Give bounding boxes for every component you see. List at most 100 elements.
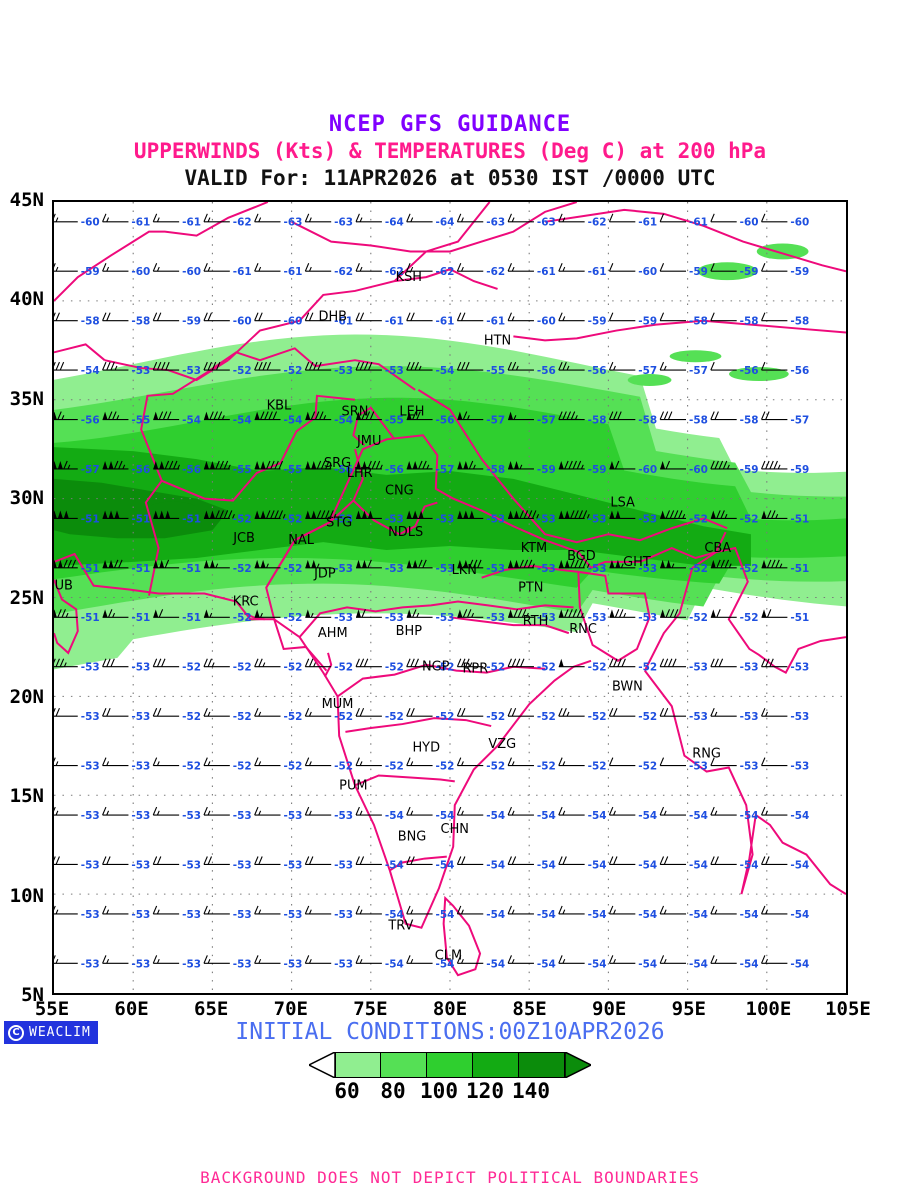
temperature-value: -52 xyxy=(689,612,708,624)
wind-barb: -60 xyxy=(507,312,556,328)
temperature-value: -53 xyxy=(740,761,759,773)
wind-barb: -51 xyxy=(761,609,809,624)
colorbar-tick-140: 140 xyxy=(512,1079,550,1103)
colorbar-tick-80: 80 xyxy=(380,1079,406,1103)
wind-barb: -52 xyxy=(203,757,252,773)
wind-barb: -59 xyxy=(710,263,759,278)
wind-barb: -54 xyxy=(558,905,606,921)
temperature-value: -54 xyxy=(689,810,708,822)
station-label-GHT: GHT xyxy=(623,555,651,570)
coast-khambhat xyxy=(323,652,333,678)
wind-barb: -53 xyxy=(54,658,100,674)
temperature-value: -60 xyxy=(638,266,657,278)
weather-map[interactable]: -60 -61 -61 -62 -63 -63 -64 -64 -63 -63 -62 -61 -61 -… xyxy=(52,200,848,995)
temperature-value: -64 xyxy=(385,217,404,229)
temperature-value: -52 xyxy=(182,711,201,723)
station-label-CLM: CLM xyxy=(435,948,462,963)
colorbar-tick-100: 100 xyxy=(420,1079,458,1103)
border-myanmar-north xyxy=(643,546,846,674)
temperature-value: -60 xyxy=(81,217,100,229)
station-label-LSA: LSA xyxy=(610,496,635,511)
temperature-value: -54 xyxy=(689,958,708,970)
wind-barb: -54 xyxy=(456,955,505,970)
temperature-value: -54 xyxy=(638,810,657,822)
wind-barb: -60 xyxy=(254,312,302,328)
wind-barb: -52 xyxy=(254,559,302,575)
station-label-BWN: BWN xyxy=(612,679,643,694)
wind-barb: -61 xyxy=(355,312,404,328)
weaclim-logo-text: WEACLIM xyxy=(29,1025,91,1040)
temperature-value: -52 xyxy=(436,761,455,773)
temperature-value: -52 xyxy=(588,662,607,674)
wind-barb: -54 xyxy=(456,856,505,871)
temperature-value: -54 xyxy=(740,810,759,822)
wind-barb: -53 xyxy=(457,609,505,624)
temperature-value: -53 xyxy=(790,662,809,674)
temperature-value: -53 xyxy=(182,859,201,871)
wind-barb: -56 xyxy=(710,361,759,377)
temperature-value: -54 xyxy=(537,810,556,822)
wind-barb: -53 xyxy=(304,806,353,822)
wind-barb: -54 xyxy=(507,905,556,921)
temperature-value: -52 xyxy=(588,711,607,723)
wind-barb: -63 xyxy=(254,213,302,229)
temperature-value: -53 xyxy=(131,662,150,674)
weaclim-logo[interactable]: C WEACLIM xyxy=(4,1021,98,1044)
wind-barb: -52 xyxy=(456,707,505,723)
temperature-value: -53 xyxy=(740,711,759,723)
wind-barb: -53 xyxy=(659,707,708,723)
temperature-value: -59 xyxy=(588,464,607,476)
wind-barb: -52 xyxy=(660,609,708,624)
temperature-value: -61 xyxy=(689,217,708,229)
wind-barb: -53 xyxy=(609,609,657,624)
station-label-NAL: NAL xyxy=(288,533,315,548)
temperature-value: -52 xyxy=(182,662,201,674)
station-label-RPR: RPR xyxy=(462,662,488,677)
wind-barb: -52 xyxy=(608,707,657,723)
wind-barb: -61 xyxy=(456,312,505,328)
wind-barb: -54 xyxy=(761,905,809,921)
wind-barb: -52 xyxy=(254,361,302,377)
temperature-value: -53 xyxy=(81,859,100,871)
wind-barb: -54 xyxy=(153,411,201,427)
temperature-value: -53 xyxy=(436,612,455,624)
temperature-value: -54 xyxy=(790,810,809,822)
station-label-LEH: LEH xyxy=(399,405,424,420)
border-state-central xyxy=(336,663,546,698)
temperature-value: -55 xyxy=(233,464,252,476)
wind-barb: -61 xyxy=(608,213,657,229)
temperature-value: -60 xyxy=(689,464,708,476)
wind-barb: -52 xyxy=(203,609,252,624)
wind-barb: -58 xyxy=(659,411,708,427)
wind-barb: -52 xyxy=(254,609,302,624)
temperature-value: -59 xyxy=(81,266,100,278)
temperature-value: -52 xyxy=(385,711,404,723)
border-pak-india xyxy=(265,448,364,589)
lon-tick-105E: 105E xyxy=(825,998,871,1020)
wind-barb: -53 xyxy=(152,955,201,970)
temperature-value: -57 xyxy=(638,365,657,377)
temperature-value: -52 xyxy=(233,612,252,624)
temperature-value: -52 xyxy=(486,761,505,773)
wind-barb: -52 xyxy=(406,658,454,674)
wind-barb: -60 xyxy=(54,213,100,229)
temperature-value: -53 xyxy=(385,365,404,377)
temperature-value: -56 xyxy=(81,415,100,427)
colorbar-tick-120: 120 xyxy=(466,1079,504,1103)
temperature-value: -56 xyxy=(385,464,404,476)
station-label-NDLS: NDLS xyxy=(388,525,423,540)
lon-tick-95E: 95E xyxy=(671,998,706,1020)
wind-barb: -52 xyxy=(558,707,607,723)
temperature-value: -59 xyxy=(790,464,809,476)
temperature-value: -61 xyxy=(638,217,657,229)
wind-barb: -52 xyxy=(558,658,607,674)
temperature-value: -55 xyxy=(131,415,150,427)
temperature-value: -51 xyxy=(131,563,150,575)
temperature-value: -55 xyxy=(283,464,302,476)
wind-barb: -54 xyxy=(558,856,606,871)
station-label-RNC: RNC xyxy=(569,622,597,637)
temperature-value: -52 xyxy=(233,513,252,525)
temperature-value: -63 xyxy=(537,217,556,229)
temperature-value: -63 xyxy=(283,217,302,229)
wind-barb: -53 xyxy=(102,707,150,723)
